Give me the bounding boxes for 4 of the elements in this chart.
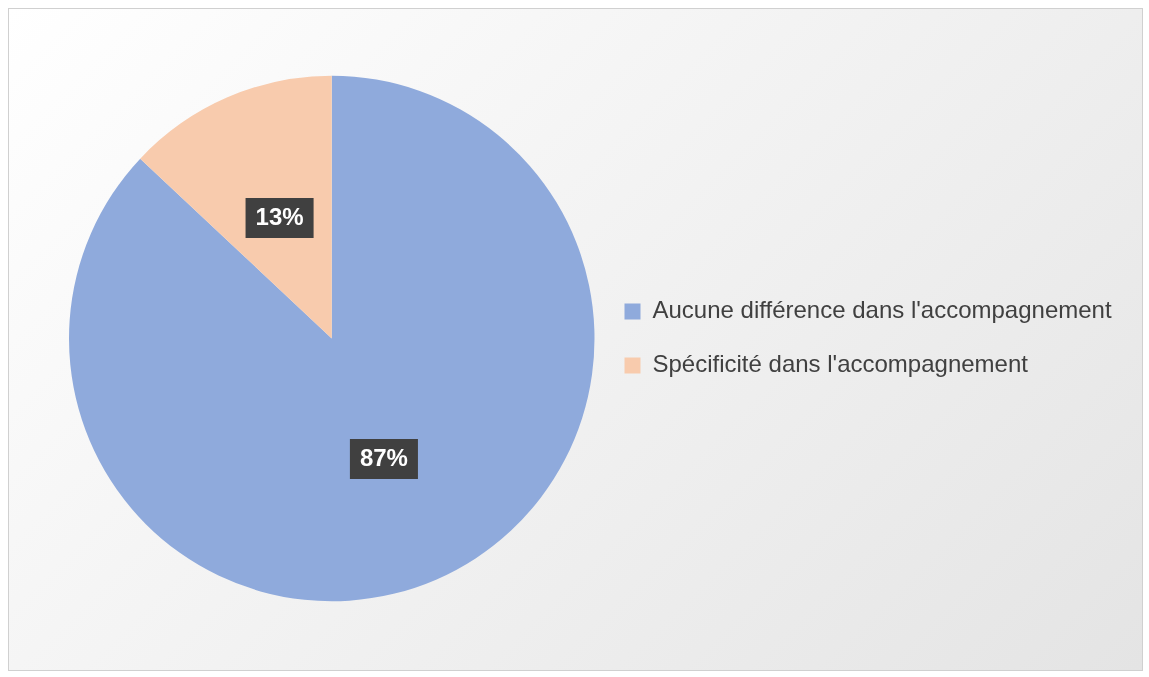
- data-label: 87%: [359, 443, 408, 471]
- legend-label: Spécificité dans l'accompagnement: [652, 350, 1029, 378]
- data-label: 13%: [255, 202, 304, 230]
- legend-label: Aucune différence dans l'accompagnement: [652, 296, 1112, 324]
